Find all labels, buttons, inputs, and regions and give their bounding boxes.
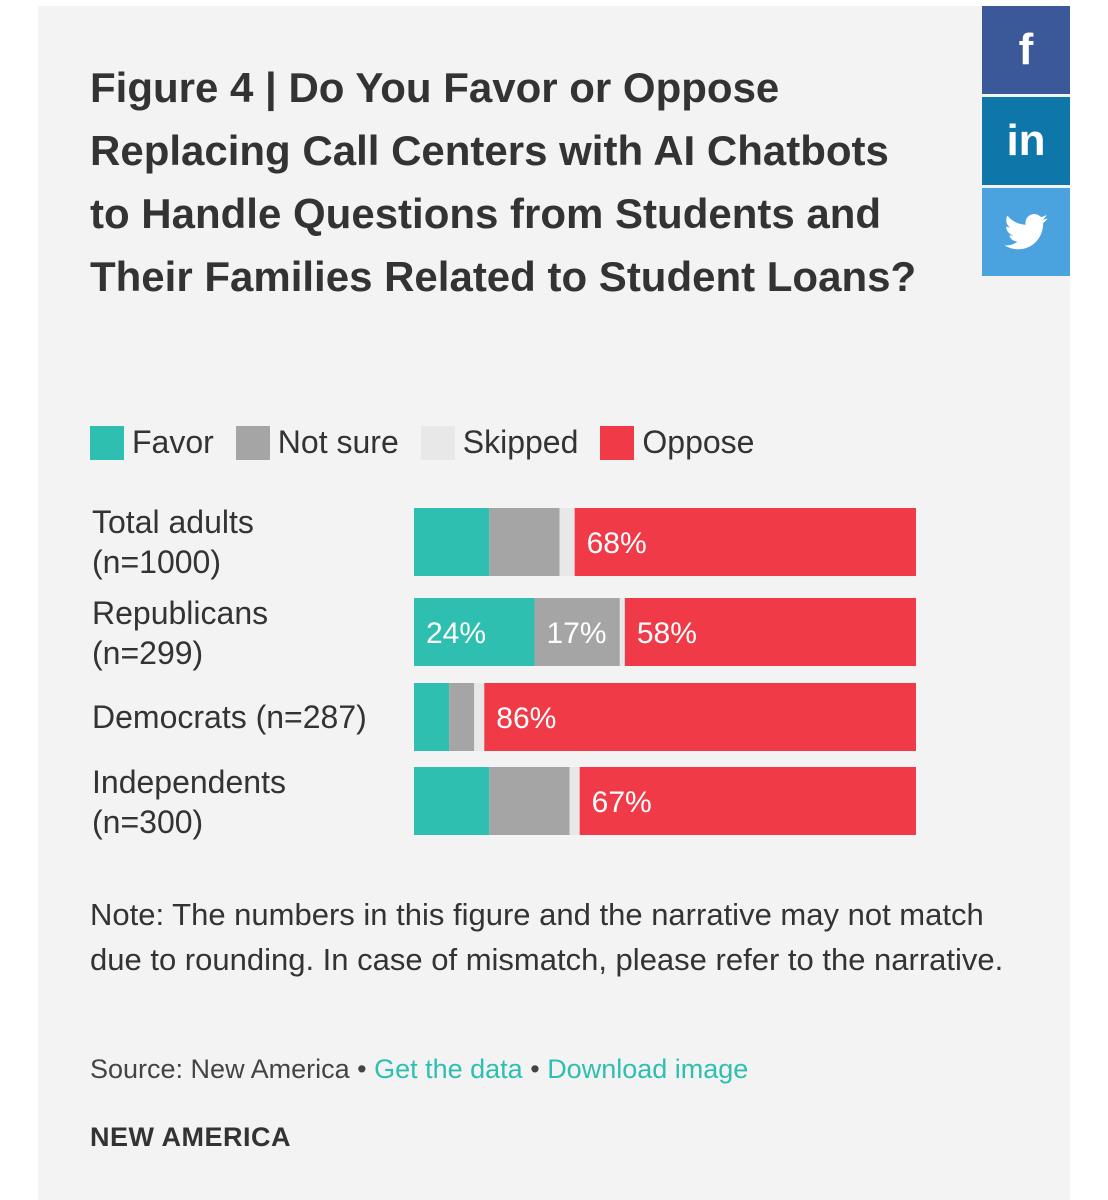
bullet-separator: • <box>357 1054 367 1084</box>
bar-segment-oppose <box>579 767 916 835</box>
legend-label-not-sure: Not sure <box>277 424 399 460</box>
linkedin-icon: in <box>1006 116 1046 165</box>
legend-label-favor: Favor <box>132 424 214 460</box>
source-line: Source: New America • Get the data • Dow… <box>90 1054 748 1085</box>
bar-segment-skipped <box>569 767 580 835</box>
figure-title: Figure 4 | Do You Favor or Oppose Replac… <box>90 64 917 300</box>
twitter-icon <box>1004 214 1048 250</box>
legend-swatch-skipped <box>420 425 455 460</box>
row-label-democrats: Democrats (n=287) <box>92 697 367 737</box>
legend-swatch-oppose <box>600 425 635 460</box>
facebook-share-button[interactable]: f <box>982 6 1070 94</box>
bar-segment-favor <box>414 683 450 751</box>
bar-value-label: 17% <box>546 617 606 650</box>
facebook-icon: f <box>1018 25 1034 74</box>
chart-note: Note: The numbers in this figure and the… <box>90 897 1004 977</box>
legend-label-skipped: Skipped <box>462 424 579 460</box>
brand-logo: NEW AMERICA <box>90 1122 291 1152</box>
get-data-link[interactable]: Get the data <box>374 1054 523 1084</box>
legend-item-skipped: Skipped <box>420 424 579 461</box>
bar-value-label: 58% <box>637 617 697 650</box>
chart-legend: Favor Not sure Skipped Oppose <box>90 424 776 461</box>
bar-segment-not-sure <box>489 508 560 576</box>
bar-segment-skipped <box>619 598 625 666</box>
bar-segment-not-sure <box>489 767 570 835</box>
row-label-republicans: Republicans (n=299) <box>92 593 268 673</box>
legend-swatch-favor <box>90 425 124 460</box>
row-label-line: Republicans <box>92 595 269 631</box>
bar-segment-favor <box>414 767 490 835</box>
row-label-line: Independents <box>92 764 286 800</box>
legend-item-oppose: Oppose <box>600 424 754 461</box>
bar-segment-not-sure <box>449 683 475 751</box>
row-label-total-adults: Total adults (n=1000) <box>92 502 254 582</box>
row-label-line: Democrats (n=287) <box>92 699 367 735</box>
row-label-line: (n=299) <box>92 635 204 671</box>
bar-segment-favor <box>414 598 535 666</box>
bar-value-label: 68% <box>587 527 647 560</box>
source-label: Source: New America <box>90 1054 350 1084</box>
bar-value-label: 67% <box>592 786 652 819</box>
bar-segment-not-sure <box>534 598 620 666</box>
legend-item-not-sure: Not sure <box>235 424 399 461</box>
legend-item-favor: Favor <box>90 424 214 461</box>
bar-segment-oppose <box>484 683 916 751</box>
row-label-line: (n=300) <box>92 804 204 840</box>
bar-segment-oppose <box>574 508 916 576</box>
bar-value-label: 86% <box>496 702 556 735</box>
bullet-separator: • <box>530 1054 540 1084</box>
bar-segment-skipped <box>559 508 575 576</box>
row-label-line: Total adults <box>92 504 254 540</box>
bar-segment-oppose <box>624 598 916 666</box>
share-bar: f in <box>982 6 1070 279</box>
download-image-link[interactable]: Download image <box>547 1054 749 1084</box>
bar-value-label: 24% <box>426 617 486 650</box>
bar-segment-favor <box>414 508 490 576</box>
twitter-share-button[interactable] <box>982 188 1070 276</box>
linkedin-share-button[interactable]: in <box>982 97 1070 185</box>
legend-swatch-not-sure <box>235 425 270 460</box>
row-label-line: (n=1000) <box>92 544 221 580</box>
row-label-independents: Independents (n=300) <box>92 762 286 842</box>
legend-label-oppose: Oppose <box>642 424 755 460</box>
bar-segment-skipped <box>474 683 485 751</box>
